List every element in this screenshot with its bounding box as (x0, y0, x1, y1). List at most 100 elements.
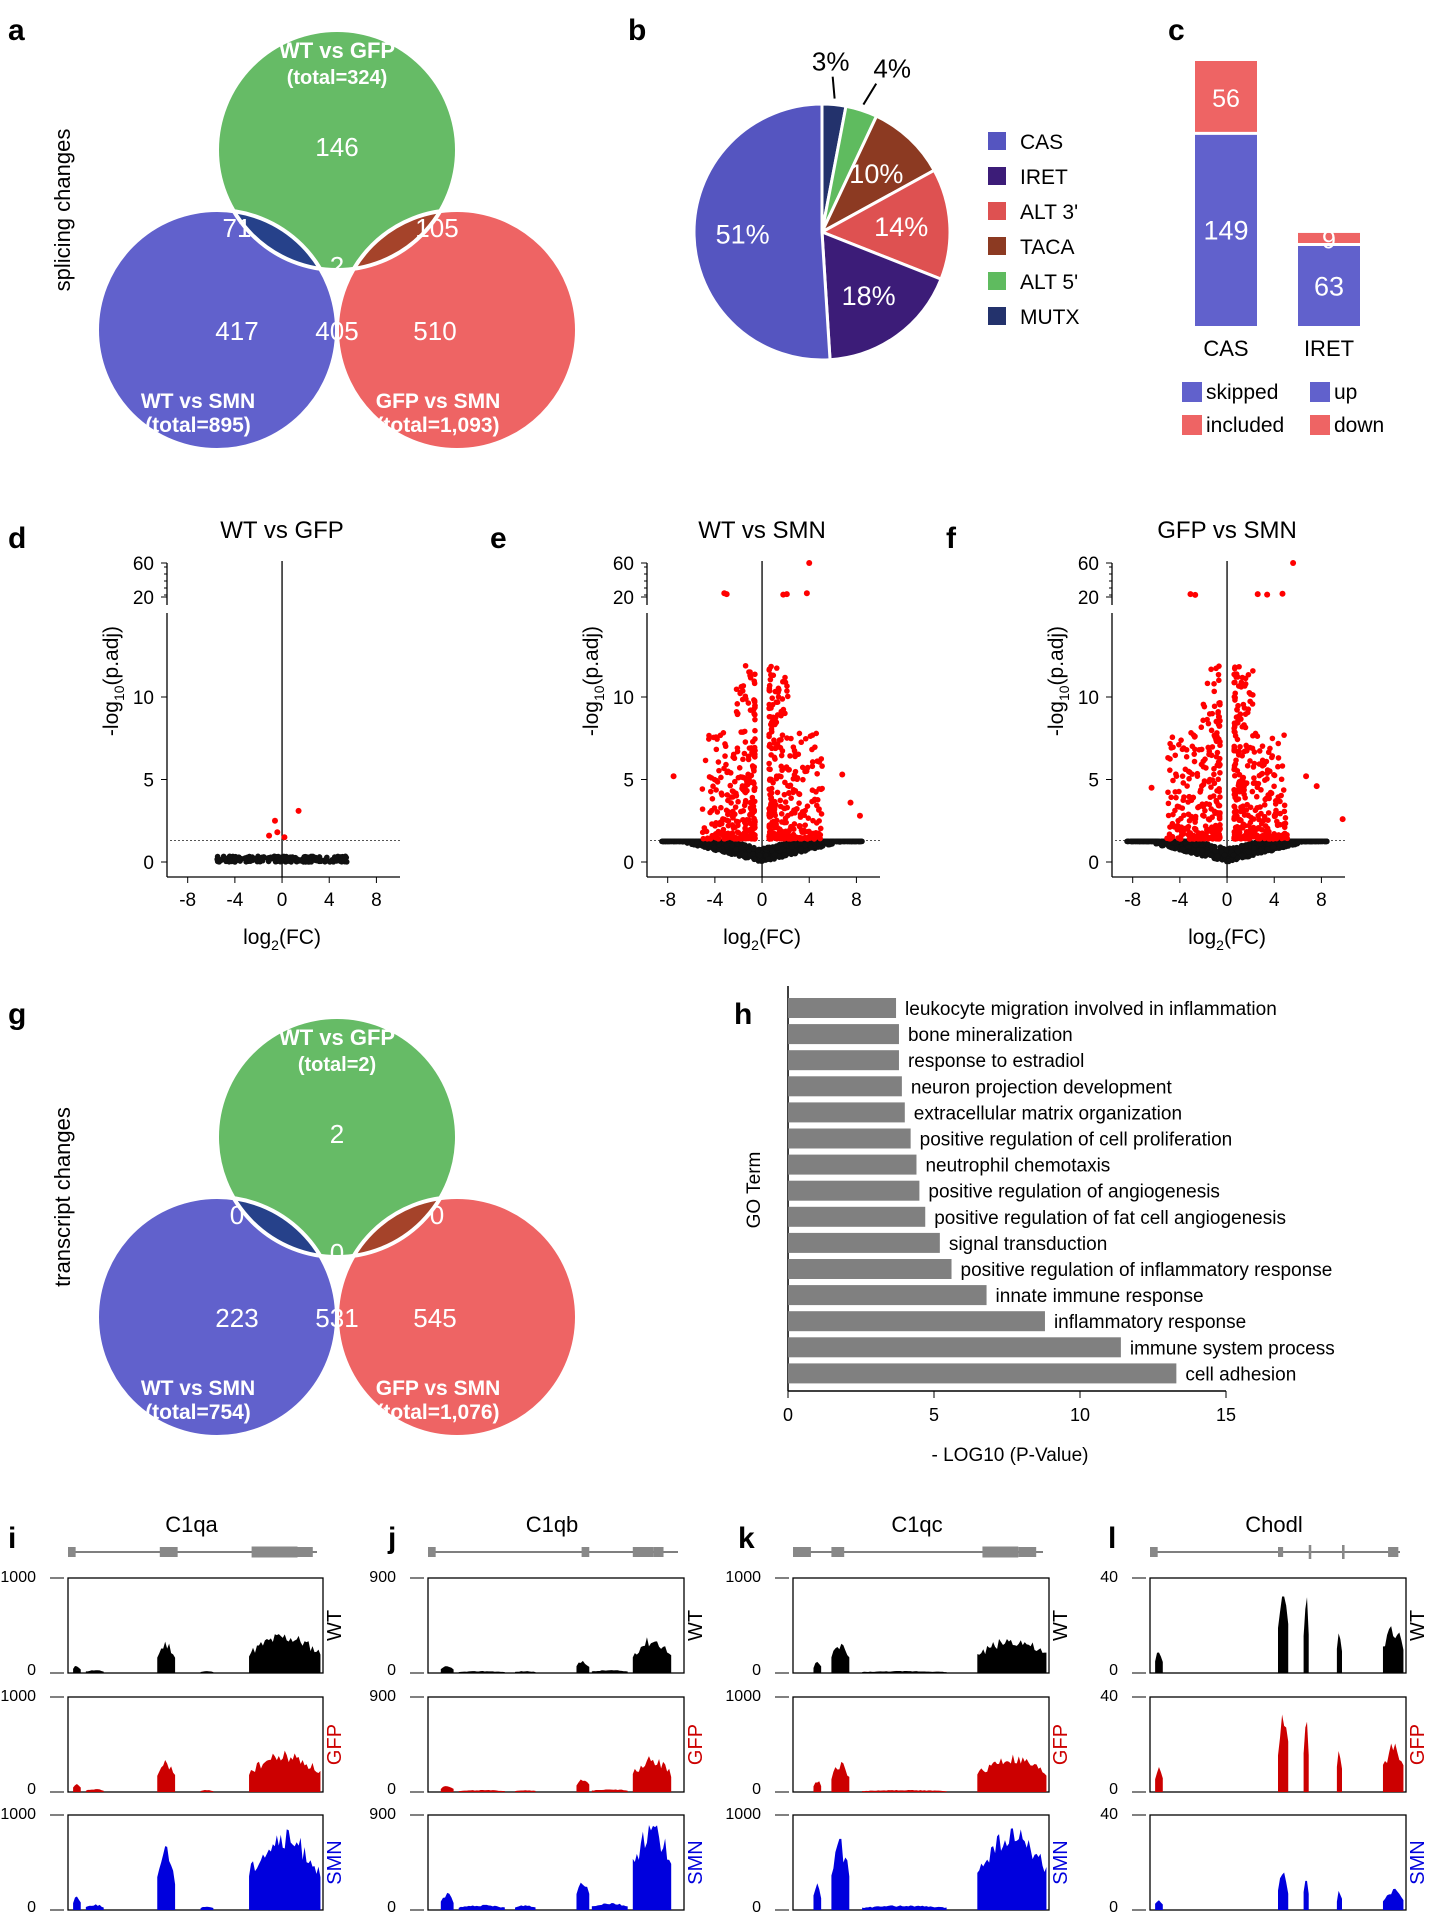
go-term-label: signal transduction (949, 1234, 1107, 1255)
track-sample-label: GFP (685, 1724, 707, 1765)
legend-label: down (1334, 414, 1384, 437)
point-sig (1232, 729, 1238, 736)
pie-leader-line (831, 76, 836, 99)
point-sig (1184, 783, 1190, 789)
point-nonsig (798, 846, 805, 853)
point-sig (816, 818, 822, 824)
point-sig (776, 773, 782, 779)
gene-name: Chodl (1245, 1512, 1302, 1537)
coverage-GFP (1303, 1721, 1309, 1792)
point-nonsig (302, 853, 309, 860)
point-sig (1278, 792, 1284, 799)
x-tick-label: 0 (757, 890, 768, 911)
go-bar (788, 1285, 987, 1306)
point-sig (718, 804, 724, 811)
point-nonsig (847, 838, 854, 845)
coverage-GFP (576, 1779, 590, 1792)
track-frame (67, 1577, 324, 1674)
point-nonsig (1251, 849, 1257, 856)
y-tick-label: 5 (143, 771, 154, 792)
coverage-SMN (632, 1825, 672, 1910)
coverage-SMN (576, 1882, 590, 1910)
point-sig (712, 831, 719, 837)
track-sample-label: WT (685, 1610, 707, 1641)
point-sig (778, 811, 785, 817)
point-nonsig (313, 857, 320, 864)
venn-a: WT vs GFP (total=324) 146 71 105 2 417 405 510 WT… (50, 28, 579, 452)
point-sig (786, 783, 792, 790)
venn-set-total: (total=2) (298, 1054, 376, 1076)
coverage-SMN (515, 1905, 536, 1910)
go-term-label: cell adhesion (1185, 1364, 1296, 1385)
track-panel-l: Chodl 40 0 WT 40 0 GFP 40 0 SMN (1100, 1512, 1429, 1916)
point-sig (751, 768, 757, 774)
point-sig (802, 822, 809, 828)
point-nonsig (1245, 849, 1252, 855)
point-nonsig (781, 852, 788, 859)
point-sig (727, 782, 734, 789)
point-sig (797, 835, 804, 841)
point-sig (1275, 740, 1282, 747)
point-sig (1231, 747, 1237, 754)
point-nonsig (1199, 847, 1206, 854)
point-sig (1173, 794, 1179, 801)
coverage-GFP (1336, 1750, 1342, 1792)
point-sig (1217, 742, 1223, 749)
go-bar (788, 1128, 911, 1149)
point-sig (1191, 751, 1198, 757)
point-sig (1168, 835, 1174, 842)
gene-exon (793, 1547, 811, 1557)
point-sig (766, 713, 773, 720)
coverage-GFP (632, 1756, 672, 1792)
venn-set-total: (total=754) (145, 1401, 251, 1424)
panel-label-a: a (8, 14, 25, 47)
x-tick-label: 8 (851, 890, 862, 911)
go-term-label: leukocyte migration involved in inflamma… (905, 999, 1277, 1020)
point-sig (773, 665, 780, 671)
point-nonsig (741, 851, 748, 858)
point-sig (733, 818, 740, 825)
point-sig (800, 776, 806, 783)
point-sig (1170, 777, 1176, 784)
point-sig (766, 766, 772, 772)
point-nonsig (236, 856, 243, 863)
x-tick-label: -4 (1171, 890, 1188, 911)
point-sig (1212, 810, 1218, 817)
point-sig (1235, 796, 1242, 802)
point-nonsig (723, 842, 730, 848)
point-sig (1279, 763, 1286, 769)
point-sig (752, 671, 758, 678)
coverage-SMN (157, 1846, 176, 1910)
point-sig (718, 790, 725, 797)
panel-label-f: f (946, 522, 957, 555)
point-sig (1216, 785, 1222, 792)
venn-count: 417 (215, 316, 258, 346)
point-sig (815, 832, 821, 839)
point-sig (700, 835, 707, 842)
point-sig (779, 732, 786, 738)
go-bar (788, 1363, 1177, 1384)
point-sig (1189, 743, 1196, 750)
x-tick-label: 8 (371, 890, 382, 911)
point-sig (1242, 675, 1249, 682)
point-sig (670, 773, 677, 780)
venn-set-name: WT vs GFP (279, 1025, 395, 1050)
point-sig (1231, 787, 1238, 794)
point-sig (1207, 776, 1213, 783)
point-sig (1216, 677, 1222, 684)
point-sig (1249, 788, 1256, 795)
point-sig (781, 791, 788, 798)
point-sig (1271, 812, 1278, 819)
coverage-GFP (200, 1790, 214, 1792)
point-sig (1233, 808, 1239, 815)
point-sig (741, 802, 748, 809)
coverage-WT (831, 1643, 850, 1673)
point-sig (1215, 671, 1222, 678)
point-nonsig (333, 855, 339, 861)
y-tick-label: 10 (613, 688, 634, 709)
track-frame (67, 1814, 324, 1911)
point-sig (1264, 770, 1271, 776)
point-sig (1232, 761, 1239, 767)
x-tick-label: -4 (706, 890, 723, 911)
point-sig (777, 744, 784, 751)
